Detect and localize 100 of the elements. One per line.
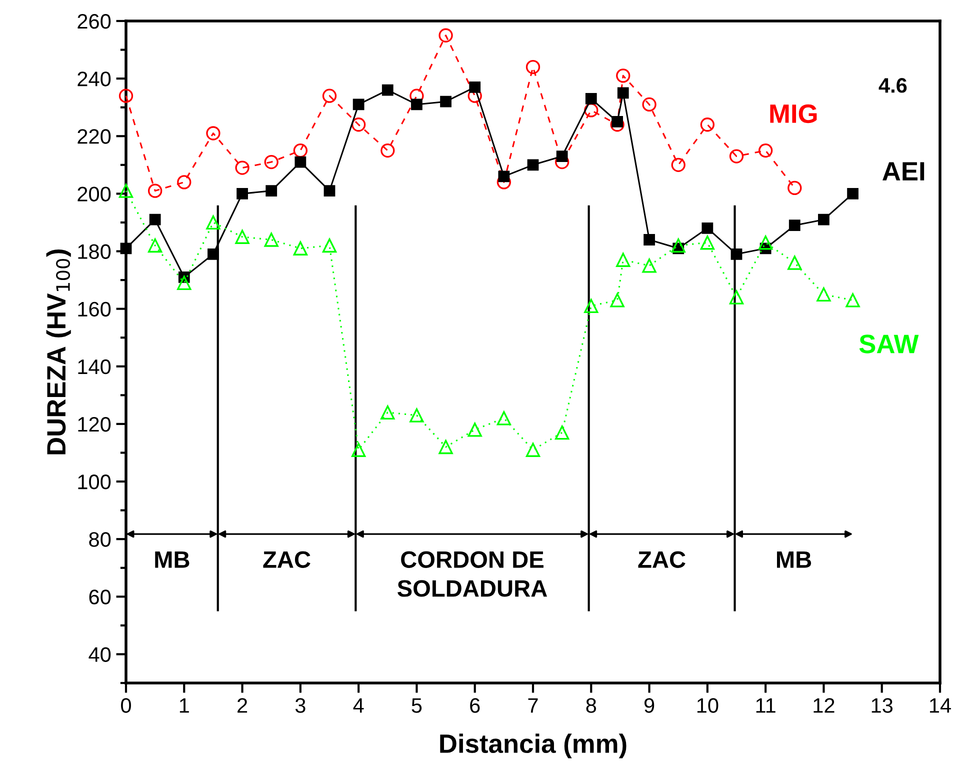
point	[612, 116, 624, 128]
point	[235, 230, 250, 244]
x-tick-label: 1	[180, 698, 189, 713]
point	[758, 143, 773, 158]
point	[382, 84, 394, 96]
y-tick-label: 160	[78, 302, 111, 317]
x-tick-label: 9	[644, 698, 654, 713]
y-tick-label: 140	[78, 359, 111, 374]
point	[846, 293, 860, 308]
point	[527, 159, 539, 171]
point	[410, 408, 424, 422]
x-tick-label: 11	[756, 698, 776, 713]
y-tick-label: 60	[89, 590, 111, 604]
point	[118, 88, 134, 103]
point	[294, 156, 306, 168]
x-tick-label: 13	[872, 698, 893, 713]
point	[729, 290, 744, 304]
x-tick-label: 8	[586, 698, 596, 713]
y-tick-label: 220	[78, 129, 111, 144]
point	[324, 185, 336, 197]
series-label: SAW	[859, 334, 919, 354]
x-tick-label: 2	[238, 698, 248, 713]
point	[617, 87, 629, 99]
y-tick-label: 100	[78, 474, 111, 490]
point	[120, 242, 132, 254]
point	[469, 82, 481, 93]
y-tick-label: 120	[78, 416, 111, 432]
x-tick-label: 14	[930, 698, 951, 713]
point	[498, 170, 510, 182]
point	[616, 68, 630, 83]
point	[235, 160, 250, 175]
point	[352, 98, 364, 110]
point	[556, 150, 568, 162]
point	[236, 188, 248, 200]
point	[816, 287, 831, 302]
point	[322, 238, 337, 253]
point	[847, 188, 858, 200]
point	[438, 28, 453, 42]
y-tick-label: 80	[89, 532, 111, 547]
x-tick-label: 5	[412, 698, 422, 713]
point	[584, 103, 598, 118]
point	[584, 298, 598, 314]
point	[266, 185, 278, 197]
point	[788, 220, 800, 232]
point	[526, 60, 540, 74]
point	[177, 276, 192, 290]
point	[264, 232, 278, 247]
x-tick-label: 6	[470, 698, 480, 713]
point	[380, 143, 395, 158]
point	[616, 252, 630, 267]
point	[208, 248, 219, 260]
point	[788, 180, 802, 196]
y-axis-title: DUREZA (HV$_{100}$)	[46, 250, 71, 454]
x-tick-label: 3	[295, 698, 306, 713]
y-tick-label: 260	[78, 14, 111, 29]
point	[351, 118, 366, 132]
point	[293, 143, 308, 158]
annotation: ZAC	[638, 551, 686, 568]
y-tick-label: 40	[88, 647, 111, 662]
point	[264, 154, 278, 170]
y-tick-label: 240	[78, 72, 111, 86]
point	[642, 258, 656, 273]
point	[440, 96, 452, 108]
point	[149, 214, 161, 226]
point	[148, 238, 162, 253]
point	[148, 184, 162, 198]
point	[585, 93, 597, 104]
annotation: ZAC	[263, 551, 310, 568]
point	[671, 158, 686, 172]
point	[526, 442, 540, 457]
point	[610, 293, 624, 308]
annotation: CORDON DE SOLDADURA	[397, 551, 548, 597]
annotation: MB	[776, 551, 812, 568]
x-tick-label: 0	[121, 698, 131, 713]
point	[177, 175, 192, 190]
point	[818, 214, 830, 226]
point	[118, 184, 134, 198]
point	[644, 234, 655, 246]
point	[671, 238, 686, 253]
point	[496, 411, 512, 426]
point	[380, 405, 395, 420]
point	[411, 98, 422, 110]
point	[642, 97, 656, 112]
y-tick-label: 180	[78, 244, 111, 260]
point	[468, 422, 482, 437]
series-label: AEI	[882, 162, 924, 180]
point	[788, 256, 802, 270]
x-axis-title: Distancia (mm)	[440, 734, 626, 758]
y-tick-label: 200	[78, 186, 111, 202]
point	[700, 236, 715, 250]
series-label: MIG	[770, 104, 817, 124]
point	[206, 126, 220, 140]
point	[700, 118, 715, 132]
point	[554, 426, 570, 440]
point	[729, 149, 744, 164]
x-tick-label: 12	[814, 698, 834, 713]
x-tick-label: 4	[353, 698, 364, 713]
point	[293, 241, 308, 256]
point	[351, 442, 366, 457]
point	[438, 440, 453, 454]
